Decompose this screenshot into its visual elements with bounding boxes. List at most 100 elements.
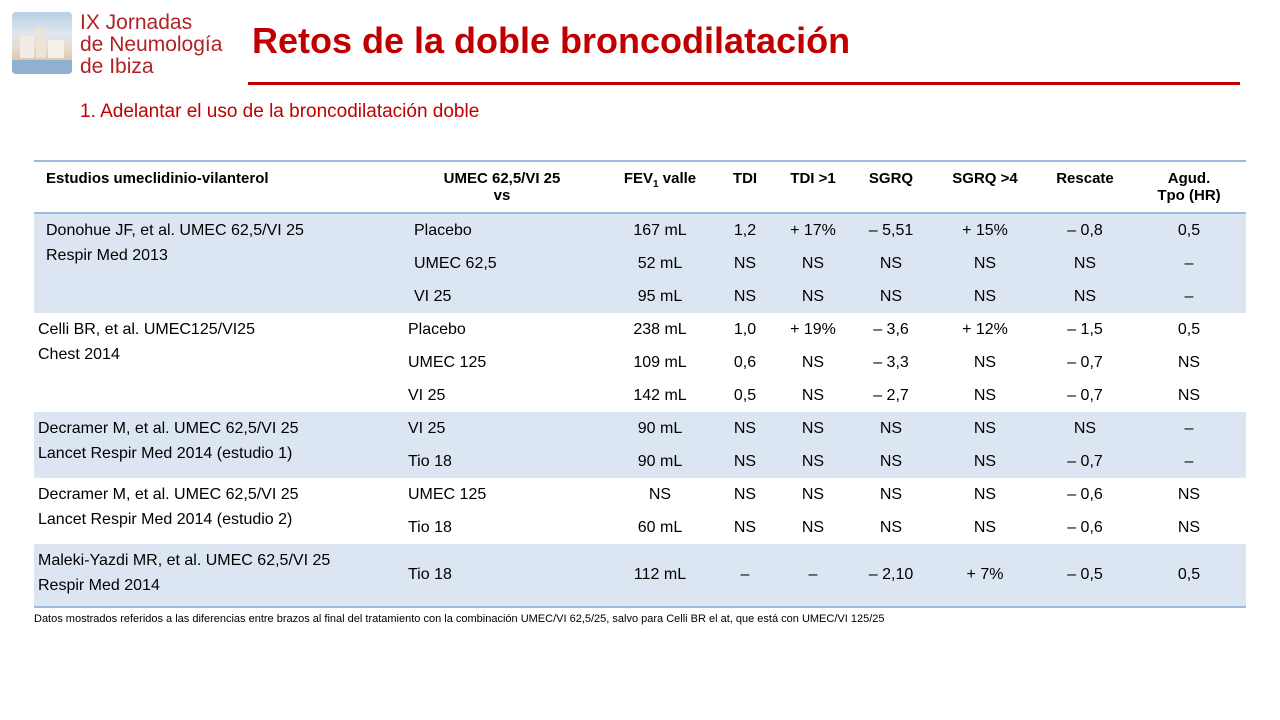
arm-cell: Tio 18 xyxy=(398,544,606,608)
arm-cell: UMEC 125 xyxy=(408,485,487,503)
table-row: Donohue JF, et al. UMEC 62,5/VI 25 Respir… xyxy=(34,213,1246,313)
study-cell: Maleki-Yazdi MR, et al. UMEC 62,5/VI 25 R… xyxy=(34,544,398,608)
rescate-cell: – 0,6 xyxy=(1067,518,1103,536)
sgrq4-cell: NS xyxy=(932,445,1038,478)
fev-cell: 238 mL xyxy=(633,320,687,338)
tdi1-cell: NS xyxy=(801,518,825,536)
arm-cell: UMEC 62,5 xyxy=(398,247,606,280)
logo-line-1: IX Jornadas xyxy=(80,11,193,34)
sgrq4-cell: + 12% xyxy=(962,320,1008,338)
tdi-cell: – xyxy=(714,544,776,608)
rescate-cell: NS xyxy=(1038,412,1132,445)
rescate-cell: NS xyxy=(1038,247,1132,280)
table-row: Maleki-Yazdi MR, et al. UMEC 62,5/VI 25 R… xyxy=(34,544,1246,608)
tdi-cell: 0,5 xyxy=(733,386,757,404)
header-rescate: Rescate xyxy=(1038,160,1132,214)
rescate-cell: – 0,7 xyxy=(1067,386,1103,404)
header-umec: UMEC 62,5/VI 25 vs xyxy=(398,160,606,214)
sgrq-cell: – 2,7 xyxy=(873,386,909,404)
sgrq-cell: NS xyxy=(850,412,932,445)
sgrq4-cell: NS xyxy=(973,485,997,503)
sgrq4-cell: NS xyxy=(932,247,1038,280)
tdi-cell: NS xyxy=(733,518,757,536)
slide-subtitle: 1. Adelantar el uso de la broncodilataci… xyxy=(80,101,480,122)
footnote: Datos mostrados referidos a las diferenc… xyxy=(34,613,885,625)
sgrq-cell: – 3,3 xyxy=(873,353,909,371)
ibiza-logo-image xyxy=(12,12,72,74)
sgrq-cell: – 5,51 xyxy=(850,213,932,247)
agud-cell: – xyxy=(1132,445,1246,478)
sgrq-cell: NS xyxy=(879,518,903,536)
fev-cell: NS xyxy=(648,485,672,503)
tdi1-cell: NS xyxy=(801,386,825,404)
fev-cell: 90 mL xyxy=(606,412,714,445)
rescate-cell: – 0,7 xyxy=(1038,445,1132,478)
agud-cell: NS xyxy=(1177,485,1201,503)
sgrq4-cell: NS xyxy=(973,518,997,536)
tdi1-cell: + 19% xyxy=(790,320,836,338)
study-cell: Celli BR, et al. UMEC125/VI25 Chest 2014 xyxy=(38,321,255,363)
rescate-cell: – 0,5 xyxy=(1038,544,1132,608)
sgrq-cell: NS xyxy=(850,247,932,280)
agud-cell: NS xyxy=(1177,353,1201,371)
sgrq4-cell: NS xyxy=(932,280,1038,313)
table-row: Tio 18 90 mL NS NS NS NS – 0,7 – xyxy=(34,445,1246,478)
fev-cell: 167 mL xyxy=(606,213,714,247)
header-tdi: TDI xyxy=(714,160,776,214)
agud-cell: – xyxy=(1132,247,1246,280)
sgrq-cell: – 2,10 xyxy=(850,544,932,608)
table-row: VI 25 95 mL NS NS NS NS NS – xyxy=(34,280,1246,313)
title-divider xyxy=(248,82,1240,85)
table-row: VI 25 142 mL 0,5 NS – 2,7 NS – 0,7 NS xyxy=(34,379,1246,412)
tdi-cell: NS xyxy=(714,445,776,478)
arm-cell: Placebo xyxy=(398,213,606,247)
sgrq-cell: NS xyxy=(879,485,903,503)
tdi-cell: 0,6 xyxy=(733,353,757,371)
tdi1-cell: – xyxy=(776,544,850,608)
agud-cell: 0,5 xyxy=(1132,544,1246,608)
arm-cell: Tio 18 xyxy=(398,445,606,478)
table-header-row: Estudios umeclidinio-vilanterol UMEC 62,… xyxy=(34,160,1246,214)
study-cell: Decramer M, et al. UMEC 62,5/VI 25 Lancet… xyxy=(34,412,398,478)
fev-cell: 109 mL xyxy=(633,353,687,371)
fev-cell: 142 mL xyxy=(633,386,687,404)
fev-cell: 90 mL xyxy=(606,445,714,478)
agud-cell: NS xyxy=(1177,518,1201,536)
rescate-cell: – 1,5 xyxy=(1067,320,1103,338)
rescate-cell: – 0,7 xyxy=(1067,353,1103,371)
arm-cell: Tio 18 xyxy=(408,518,452,536)
tdi1-cell: NS xyxy=(801,353,825,371)
rescate-cell: NS xyxy=(1038,280,1132,313)
fev-cell: 95 mL xyxy=(606,280,714,313)
sgrq-cell: NS xyxy=(850,445,932,478)
study-cell: Decramer M, et al. UMEC 62,5/VI 25 Lancet… xyxy=(38,486,299,528)
tdi-cell: 1,2 xyxy=(714,213,776,247)
table-row: UMEC 62,5 52 mL NS NS NS NS NS – xyxy=(34,247,1246,280)
tdi-cell: NS xyxy=(733,485,757,503)
table-row: Celli BR, et al. UMEC125/VI25 Chest 2014 … xyxy=(34,313,1246,364)
sgrq-cell: – 3,6 xyxy=(873,320,909,338)
agud-cell: – xyxy=(1132,412,1246,445)
tdi-cell: NS xyxy=(714,280,776,313)
arm-cell: Placebo xyxy=(408,320,466,338)
header-fev: FEV1 valle xyxy=(606,160,714,214)
sgrq4-cell: NS xyxy=(973,353,997,371)
header-sgrq4: SGRQ >4 xyxy=(932,160,1038,214)
studies-table: Estudios umeclidinio-vilanterol UMEC 62,… xyxy=(34,160,1246,608)
sgrq4-cell: + 15% xyxy=(932,213,1038,247)
table-row: UMEC 125 109 mL 0,6 NS – 3,3 NS – 0,7 NS xyxy=(34,346,1246,379)
logo-line-2: de Neumología xyxy=(80,33,223,56)
agud-cell: – xyxy=(1132,280,1246,313)
table-row: Decramer M, et al. UMEC 62,5/VI 25 Lancet… xyxy=(34,478,1246,529)
fev-cell: 52 mL xyxy=(606,247,714,280)
rescate-cell: – 0,8 xyxy=(1038,213,1132,247)
fev-cell: 60 mL xyxy=(637,518,683,536)
slide-title: Retos de la doble broncodilatación xyxy=(252,20,851,61)
tdi1-cell: NS xyxy=(776,445,850,478)
sgrq4-cell: NS xyxy=(973,386,997,404)
agud-cell: 0,5 xyxy=(1177,320,1201,338)
table-row: Decramer M, et al. UMEC 62,5/VI 25 Lancet… xyxy=(34,412,1246,478)
arm-cell: UMEC 125 xyxy=(408,353,487,371)
table-row: Tio 18 60 mL NS NS NS NS – 0,6 NS xyxy=(34,511,1246,544)
sgrq-cell: NS xyxy=(850,280,932,313)
